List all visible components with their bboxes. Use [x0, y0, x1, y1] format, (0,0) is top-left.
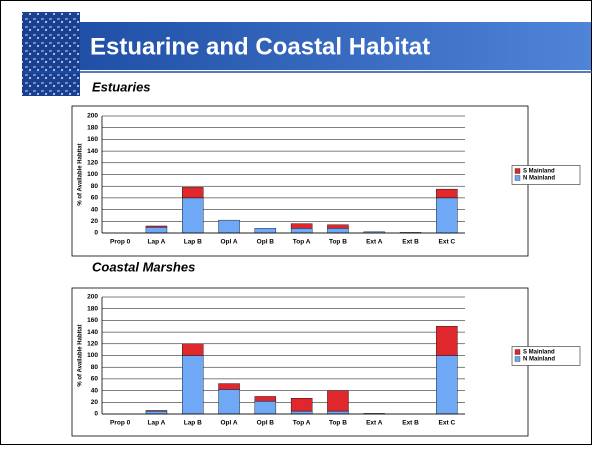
bar-segment: [218, 219, 240, 234]
legend-label: S Mainland: [523, 169, 555, 175]
y-tick-label: 200: [87, 113, 98, 120]
x-tick-label: Ext C: [439, 239, 456, 246]
x-tick-label: Ext C: [439, 420, 456, 427]
bar-segment: [290, 228, 313, 234]
y-tick-label: 60: [91, 376, 99, 383]
y-tick-label: 100: [87, 352, 98, 359]
y-tick-label: 120: [87, 160, 98, 167]
bar-segment: [436, 188, 458, 199]
legend-swatch: [514, 356, 521, 362]
x-tick-label: Ext A: [366, 239, 383, 246]
chart-subtitle: Estuaries: [92, 79, 151, 94]
y-tick-label: 80: [91, 364, 99, 371]
bar-segment: [327, 410, 349, 415]
x-tick-label: Lap A: [148, 420, 166, 427]
x-tick-label: Top A: [293, 239, 311, 246]
x-tick-label: Lap A: [148, 239, 166, 246]
legend-box: [511, 165, 581, 185]
x-tick-label: Lap B: [184, 239, 202, 246]
slide-title: Estuarine and Coastal Habitat: [90, 33, 430, 60]
title-band: [80, 22, 591, 70]
y-tick-label: 200: [87, 294, 98, 301]
legend-label: N Mainland: [523, 357, 555, 363]
bar-segment: [182, 343, 204, 356]
legend-label: S Mainland: [523, 350, 555, 356]
bar-segment: [327, 228, 349, 234]
x-tick-label: Top B: [329, 239, 347, 246]
y-tick-label: 0: [94, 230, 98, 237]
bar-segment: [218, 383, 240, 390]
y-tick-label: 160: [87, 317, 98, 324]
logo-texture: [22, 12, 80, 96]
x-tick-label: Lap B: [184, 420, 202, 427]
legend-swatch: [514, 349, 521, 355]
bar-segment: [290, 398, 313, 412]
x-tick-label: Prop 0: [110, 420, 131, 427]
bar-segment: [436, 326, 458, 356]
bar-segment: [145, 225, 168, 228]
chart-subtitle: Coastal Marshes: [92, 259, 195, 274]
bar-segment: [145, 410, 168, 412]
legend-swatch: [514, 168, 521, 174]
bar-segment: [254, 228, 277, 234]
bar-segment: [218, 389, 240, 415]
y-tick-label: 180: [87, 124, 98, 131]
bar-segment: [436, 355, 458, 415]
bar-segment: [327, 390, 349, 412]
x-tick-label: Top A: [293, 420, 311, 427]
y-tick-label: 120: [87, 341, 98, 348]
y-tick-label: 140: [87, 148, 98, 155]
y-tick-label: 20: [91, 218, 99, 225]
legend-label: N Mainland: [523, 176, 555, 182]
bar-segment: [290, 223, 313, 229]
bar-segment: [182, 355, 204, 415]
legend-box: [511, 346, 581, 366]
y-tick-label: 140: [87, 329, 98, 336]
y-tick-label: 100: [87, 171, 98, 178]
bar-segment: [327, 224, 349, 229]
bar-segment: [182, 187, 204, 199]
y-tick-label: 20: [91, 399, 99, 406]
y-tick-label: 160: [87, 136, 98, 143]
y-tick-label: 40: [91, 206, 99, 213]
y-tick-label: 0: [94, 411, 98, 418]
x-tick-label: Ext A: [366, 420, 383, 427]
bar-segment: [436, 197, 458, 234]
x-tick-label: Top B: [329, 420, 347, 427]
bar-segment: [290, 410, 313, 415]
bar-segment: [145, 226, 168, 234]
x-tick-label: Ext B: [402, 420, 419, 427]
x-tick-label: Prop 0: [110, 239, 131, 246]
x-tick-label: Ext B: [402, 239, 419, 246]
y-axis-label: % of Available Habitat: [78, 143, 84, 205]
y-tick-label: 60: [91, 195, 99, 202]
y-axis-label: % of Available Habitat: [78, 324, 84, 386]
x-tick-label: Opl A: [221, 239, 238, 246]
chart-frame: [71, 105, 529, 257]
y-tick-label: 80: [91, 183, 99, 190]
y-tick-label: 180: [87, 305, 98, 312]
bar-segment: [254, 396, 277, 402]
x-tick-label: Opl A: [221, 420, 238, 427]
bar-segment: [182, 197, 204, 234]
y-tick-label: 40: [91, 387, 99, 394]
bar-segment: [254, 400, 277, 415]
x-tick-label: Opl B: [257, 420, 275, 427]
legend-swatch: [514, 175, 521, 181]
x-tick-label: Opl B: [257, 239, 275, 246]
bar-segment: [145, 410, 168, 415]
